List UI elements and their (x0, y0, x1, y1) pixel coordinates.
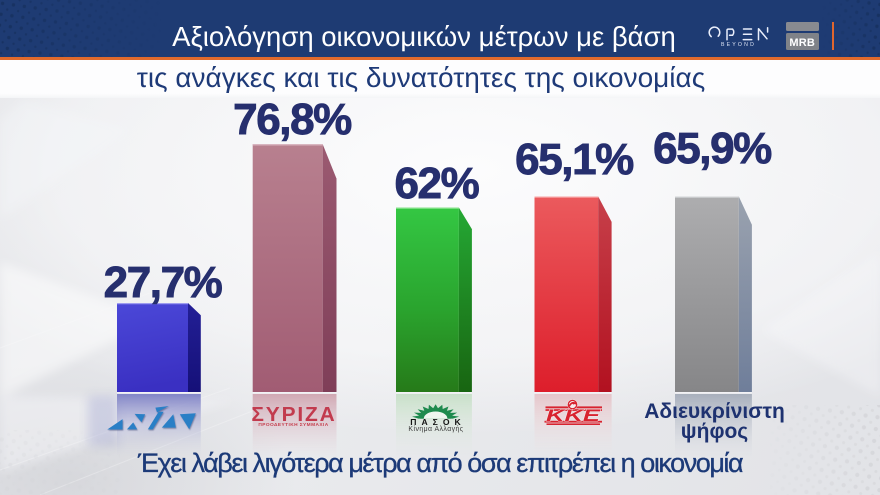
svg-text:Κίνημα Αλλαγής: Κίνημα Αλλαγής (408, 425, 463, 433)
svg-text:ΠΑΣΟΚ: ΠΑΣΟΚ (410, 417, 465, 427)
svg-text:ΚΚΕ: ΚΚΕ (546, 407, 602, 425)
svg-text:BEYOND: BEYOND (721, 42, 756, 48)
